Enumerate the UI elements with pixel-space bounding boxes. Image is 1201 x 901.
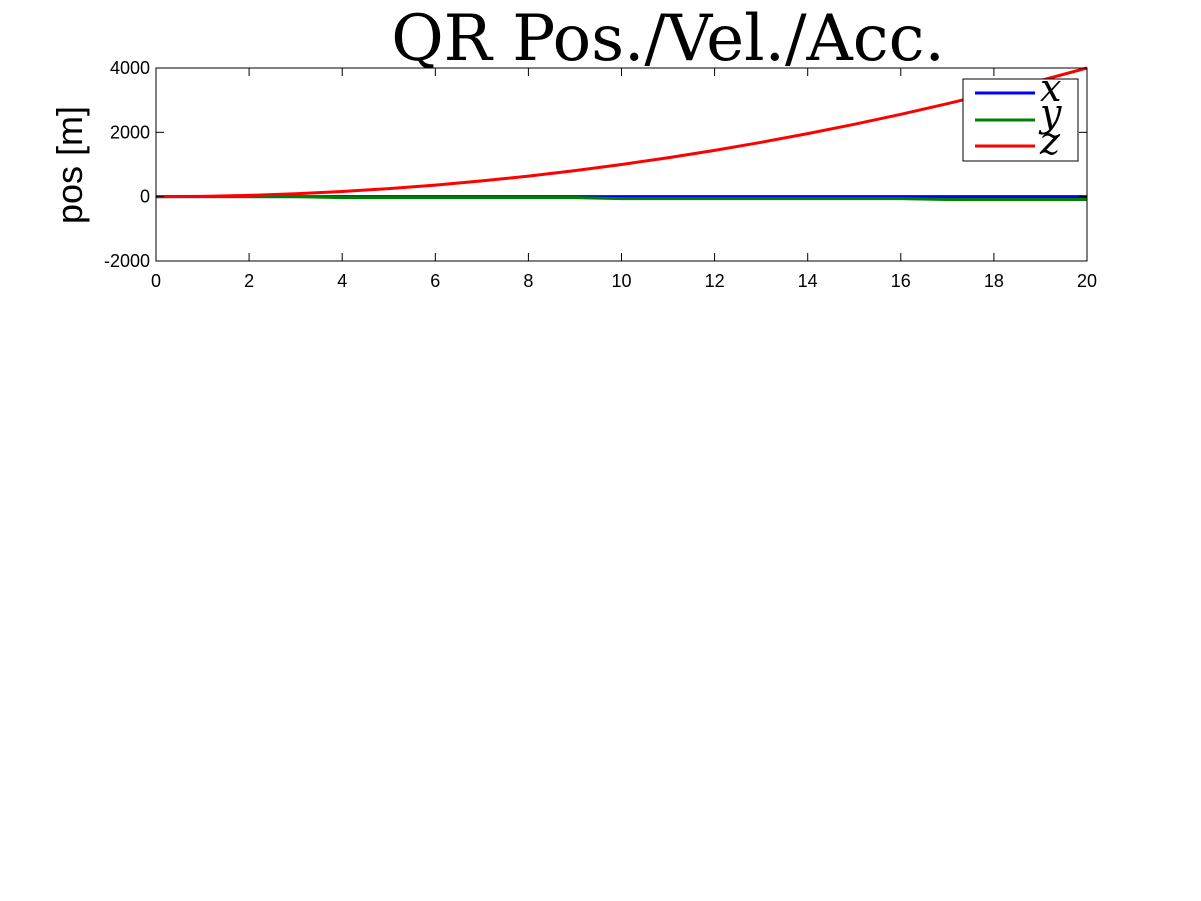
y-axis-label: pos [m]	[49, 106, 90, 224]
legend: x y z	[962, 66, 1079, 163]
chart-title: QR Pos./Vel./Acc.	[391, 2, 945, 76]
x-tick-label: 2	[244, 271, 254, 291]
y-tick-label: 4000	[110, 58, 150, 78]
y-tick-label: -2000	[104, 251, 150, 271]
x-tick-label: 20	[1077, 271, 1097, 291]
x-tick-label: 0	[151, 271, 161, 291]
y-tick-label: 2000	[110, 122, 150, 142]
legend-label-y: y	[1038, 91, 1062, 135]
x-tick-label: 10	[611, 271, 631, 291]
x-tick-label: 12	[705, 271, 725, 291]
x-tick-label: 14	[798, 271, 818, 291]
y-axis-ticks: -2000 0 2000 4000	[104, 58, 1087, 271]
x-tick-label: 6	[430, 271, 440, 291]
x-tick-label: 16	[891, 271, 911, 291]
series-layer	[155, 66, 1088, 202]
y-tick-label: 0	[140, 187, 150, 207]
x-tick-label: 18	[984, 271, 1004, 291]
legend-label-x: x	[1040, 66, 1061, 110]
x-tick-label: 8	[523, 271, 533, 291]
x-tick-label: 4	[337, 271, 347, 291]
series-line-y	[156, 195, 1087, 202]
legend-label-z: z	[1039, 119, 1061, 163]
series-line-z	[155, 66, 1088, 199]
x-axis-ticks: 0 2 4 6 8 10 12 14 16 18 20	[151, 68, 1097, 291]
